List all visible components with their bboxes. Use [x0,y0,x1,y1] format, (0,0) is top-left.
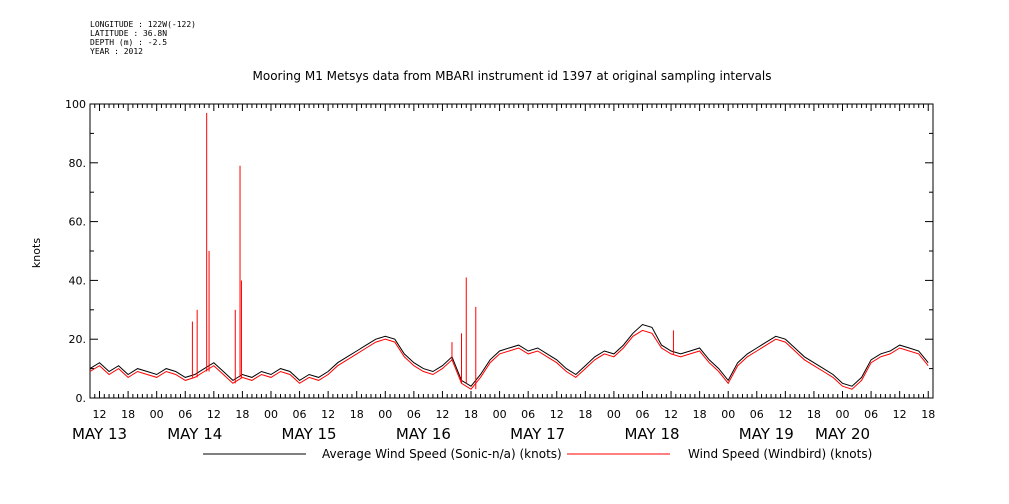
x-tick-label: 12 [207,408,221,421]
x-tick-label: 18 [121,408,135,421]
x-tick-label: 12 [93,408,107,421]
y-tick-label: 60. [69,216,87,229]
x-date-label: MAY 15 [282,425,337,443]
x-tick-label: 06 [635,408,649,421]
x-date-label: MAY 17 [510,425,565,443]
x-tick-label: 06 [521,408,535,421]
legend-label-2: Wind Speed (Windbird) (knots) [688,447,872,461]
x-tick-label: 00 [721,408,735,421]
y-axis-label: knots [30,238,43,268]
x-tick-label: 06 [750,408,764,421]
x-tick-label: 06 [407,408,421,421]
x-tick-label: 18 [235,408,249,421]
meta-depth: DEPTH (m) : -2.5 [90,38,168,47]
x-tick-label: 12 [893,408,907,421]
x-tick-label: 18 [578,408,592,421]
x-tick-label: 00 [378,408,392,421]
x-tick-label: 00 [493,408,507,421]
x-date-label: MAY 20 [815,425,870,443]
y-tick-label: 0. [76,392,87,405]
plot-frame [89,103,934,399]
x-tick-label: 18 [693,408,707,421]
x-tick-label: 12 [778,408,792,421]
legend-label-1: Average Wind Speed (Sonic-n/a) (knots) [322,447,562,461]
x-tick-label: 00 [607,408,621,421]
chart-title: Mooring M1 Metsys data from MBARI instru… [253,69,772,83]
series-line-1 [89,323,929,387]
y-tick-label: 40. [69,274,87,287]
x-tick-label: 18 [464,408,478,421]
y-tick-label: 20. [69,333,87,346]
x-date-label: MAY 13 [72,425,127,443]
meta-year: YEAR : 2012 [90,47,143,56]
x-date-label: MAY 18 [624,425,679,443]
x-tick-label: 18 [350,408,364,421]
x-tick-label: 00 [150,408,164,421]
x-date-label: MAY 14 [167,425,222,443]
x-tick-label: 18 [807,408,821,421]
x-tick-label: 18 [921,408,935,421]
x-date-label: MAY 19 [739,425,794,443]
x-tick-label: 00 [836,408,850,421]
x-tick-label: 12 [664,408,678,421]
x-tick-label: 06 [178,408,192,421]
x-tick-label: 12 [435,408,449,421]
series-line-2 [89,329,929,390]
x-date-label: MAY 16 [396,425,451,443]
y-tick-label: 80. [69,157,87,170]
meta-longitude: LONGITUDE : 122W(-122) [90,20,196,29]
x-tick-label: 06 [293,408,307,421]
meta-latitude: LATITUDE : 36.8N [90,29,168,38]
x-tick-label: 12 [321,408,335,421]
y-tick-label: 100 [65,98,86,111]
x-tick-label: 00 [264,408,278,421]
x-tick-label: 12 [550,408,564,421]
x-tick-label: 06 [864,408,878,421]
